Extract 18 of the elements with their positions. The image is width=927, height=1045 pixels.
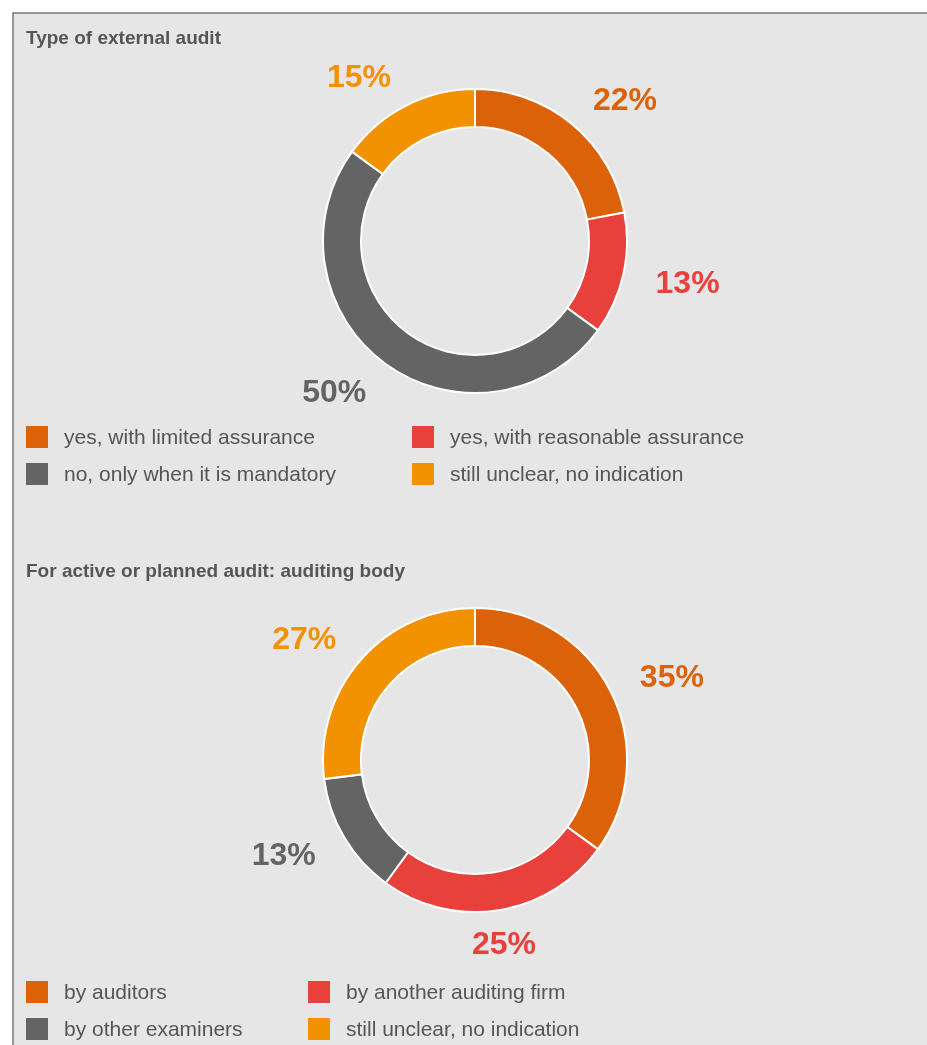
chart-title: For active or planned audit: auditing body xyxy=(26,560,406,581)
legend-label: still unclear, no indication xyxy=(346,1017,580,1041)
data-label: 13% xyxy=(655,263,720,300)
chart-title: Type of external audit xyxy=(26,27,222,48)
data-label: 22% xyxy=(592,80,657,117)
legend-label: still unclear, no indication xyxy=(450,462,684,486)
data-label: 27% xyxy=(272,619,337,656)
data-label: 15% xyxy=(326,58,392,95)
data-label: 50% xyxy=(302,372,367,409)
legend-label: no, only when it is mandatory xyxy=(64,462,337,486)
legend-label: yes, with reasonable assurance xyxy=(450,425,745,449)
data-label: 25% xyxy=(471,924,536,961)
legend-label: by other examiners xyxy=(64,1017,243,1041)
legend-label: yes, with limited assurance xyxy=(64,425,315,449)
legend-label: by another auditing firm xyxy=(346,980,566,1004)
data-label: 13% xyxy=(251,836,316,873)
legend-label: by auditors xyxy=(64,980,167,1004)
data-label: 35% xyxy=(639,658,704,695)
